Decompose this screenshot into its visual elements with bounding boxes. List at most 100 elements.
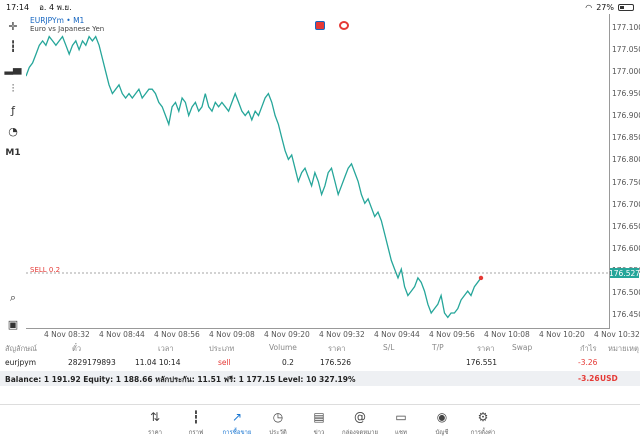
x-tick-label: 4 Nov 08:32 bbox=[44, 330, 90, 339]
nav-label: ราคา bbox=[148, 429, 162, 436]
row-symbol: eurjpym bbox=[5, 358, 37, 367]
y-tick-label: 176.850 bbox=[612, 133, 640, 143]
table-header-cell: ราคา bbox=[477, 344, 495, 353]
nav-label: ข่าว bbox=[313, 429, 325, 436]
nav-item-trade[interactable]: ↗ การซื้อขาย bbox=[217, 409, 257, 441]
nav-item-settings[interactable]: ⚙ การตั้งค่า bbox=[463, 409, 503, 441]
chart-frame bbox=[26, 14, 610, 329]
battery-icon bbox=[618, 3, 634, 11]
row-volume: 0.2 bbox=[282, 358, 294, 367]
row-price: 176.551 bbox=[466, 358, 498, 367]
chart-type-icon[interactable]: ┇ bbox=[9, 39, 17, 53]
price-axis: 177.100 177.050 177.000 176.950 176.900 176.8… bbox=[610, 14, 640, 329]
row-open-price: 176.526 bbox=[320, 358, 352, 367]
x-tick-label: 4 Nov 09:20 bbox=[264, 330, 310, 339]
x-tick-label: 4 Nov 10:20 bbox=[539, 330, 585, 339]
table-header-cell: ประเภท bbox=[209, 344, 235, 353]
chat-icon: ▭ bbox=[395, 410, 407, 424]
balance-text: Balance: 1 191.92 Equity: 1 188.66 หลักป… bbox=[5, 375, 356, 384]
eur-flag-icon bbox=[315, 21, 325, 30]
balance-profit: -3.26 bbox=[578, 374, 600, 383]
trade-panel-icon[interactable]: ▣ bbox=[7, 317, 19, 331]
shapes-icon[interactable]: ◔ bbox=[8, 124, 18, 138]
row-type: sell bbox=[218, 358, 231, 367]
status-time: 17:14 bbox=[6, 2, 30, 12]
trade-table-header: สัญลักษณ์ ตั๋ว เวลา ประเภท Volume ราคา S/L T/P ร… bbox=[0, 341, 640, 354]
table-header-cell: S/L bbox=[383, 343, 395, 352]
function-icon[interactable]: ƒ bbox=[11, 103, 15, 117]
nav-item-news[interactable]: ▤ ข่าว bbox=[299, 409, 339, 441]
nav-label: แชท bbox=[395, 429, 407, 436]
y-tick-label: 177.050 bbox=[612, 45, 640, 55]
y-tick-label: 176.500 bbox=[612, 287, 640, 297]
balance-bar: Balance: 1 191.92 Equity: 1 188.66 หลักป… bbox=[0, 371, 640, 386]
balance-currency: USD bbox=[600, 374, 618, 383]
crosshair-icon[interactable]: ✛ bbox=[8, 19, 18, 33]
y-tick-label: 176.900 bbox=[612, 111, 640, 121]
status-date: อ. 4 พ.ย. bbox=[39, 2, 72, 12]
nav-item-chat[interactable]: ▭ แชท bbox=[381, 409, 421, 441]
nav-label: กราฟ bbox=[188, 429, 204, 436]
zoom-icon[interactable]: ⌕ bbox=[9, 291, 17, 304]
y-tick-label: 176.800 bbox=[612, 155, 640, 165]
table-header-cell: หมายเหตุ bbox=[608, 344, 639, 353]
settings-icon: ⚙ bbox=[477, 410, 489, 424]
chart-toolbar: ✛ ┇ ▂▄ ⫶ ƒ ◔ M1 ⌕ ▣ bbox=[0, 14, 26, 334]
bottom-nav: ⇅ ราคา ┇ กราฟ ↗ การซื้อขาย ◷ ประวัติ ▤ ข่าว @ กล่อง… bbox=[0, 404, 640, 447]
x-tick-label: 4 Nov 09:56 bbox=[429, 330, 475, 339]
table-header-cell: ตั๋ว bbox=[72, 344, 82, 353]
nav-label: กล่องจดหมาย bbox=[341, 429, 379, 436]
price-line bbox=[26, 35, 482, 319]
x-tick-label: 4 Nov 09:08 bbox=[209, 330, 255, 339]
history-icon: ◷ bbox=[272, 410, 284, 424]
nav-label: ประวัติ bbox=[269, 429, 287, 436]
nav-item-arrows[interactable]: ⇅ ราคา bbox=[135, 409, 175, 441]
table-header-cell: กำไร bbox=[580, 344, 597, 353]
y-tick-label: 177.000 bbox=[612, 67, 640, 77]
objects-icon[interactable]: ⫶ bbox=[11, 82, 15, 95]
last-price-dot bbox=[478, 275, 484, 281]
table-header-cell: Volume bbox=[269, 343, 297, 352]
mail-icon: @ bbox=[354, 410, 366, 424]
indicators-icon[interactable]: ▂▄ bbox=[4, 61, 22, 75]
trade-row[interactable]: eurjpym 2829179893 11.04 10:14 sell 0.2 … bbox=[0, 356, 640, 369]
price-chart[interactable]: EURJPYm • M1 Euro vs Japanese Yen bbox=[26, 14, 610, 329]
x-tick-label: 4 Nov 09:44 bbox=[374, 330, 420, 339]
account-icon: ◉ bbox=[436, 410, 448, 424]
y-tick-label: 176.950 bbox=[612, 89, 640, 99]
nav-item-candles[interactable]: ┇ กราฟ bbox=[176, 409, 216, 441]
nav-label: บัญชี bbox=[435, 429, 449, 436]
battery-percent: 27% bbox=[596, 2, 614, 12]
jpy-flag-icon bbox=[339, 21, 349, 30]
sell-order-label: SELL 0.2 bbox=[30, 266, 61, 274]
nav-item-account[interactable]: ◉ บัญชี bbox=[422, 409, 462, 441]
nav-label: การซื้อขาย bbox=[222, 429, 252, 436]
status-right: ◠ 27% bbox=[585, 3, 634, 12]
row-profit: -3.26 bbox=[578, 358, 598, 367]
y-tick-label: 176.600 bbox=[612, 243, 640, 253]
y-tick-label: 176.650 bbox=[612, 221, 640, 231]
candles-icon: ┇ bbox=[192, 410, 200, 424]
y-tick-label: 176.700 bbox=[612, 199, 640, 209]
x-tick-label: 4 Nov 10:32 bbox=[594, 330, 640, 339]
nav-item-mail[interactable]: @ กล่องจดหมาย bbox=[340, 409, 380, 441]
chart-symbol: EURJPYm • M1 bbox=[30, 16, 85, 25]
y-tick-label: 176.750 bbox=[612, 177, 640, 187]
table-header-cell: ราคา bbox=[328, 344, 346, 353]
news-icon: ▤ bbox=[313, 410, 325, 424]
current-price-tag: 176.527 bbox=[609, 268, 640, 278]
x-tick-label: 4 Nov 09:32 bbox=[319, 330, 365, 339]
table-header-cell: Swap bbox=[512, 343, 533, 352]
chart-description: Euro vs Japanese Yen bbox=[30, 25, 105, 33]
nav-label: การตั้งค่า bbox=[470, 429, 496, 436]
trade-icon: ↗ bbox=[231, 410, 243, 424]
nav-item-history[interactable]: ◷ ประวัติ bbox=[258, 409, 298, 441]
x-tick-label: 4 Nov 08:56 bbox=[154, 330, 200, 339]
x-tick-label: 4 Nov 08:44 bbox=[99, 330, 145, 339]
timeframe-button[interactable]: M1 bbox=[5, 148, 21, 158]
arrows-icon: ⇅ bbox=[149, 410, 161, 424]
x-tick-label: 4 Nov 10:08 bbox=[484, 330, 530, 339]
y-tick-label: 176.450 bbox=[612, 310, 640, 319]
chart-svg bbox=[26, 35, 610, 319]
row-ticket: 2829179893 bbox=[68, 358, 116, 367]
